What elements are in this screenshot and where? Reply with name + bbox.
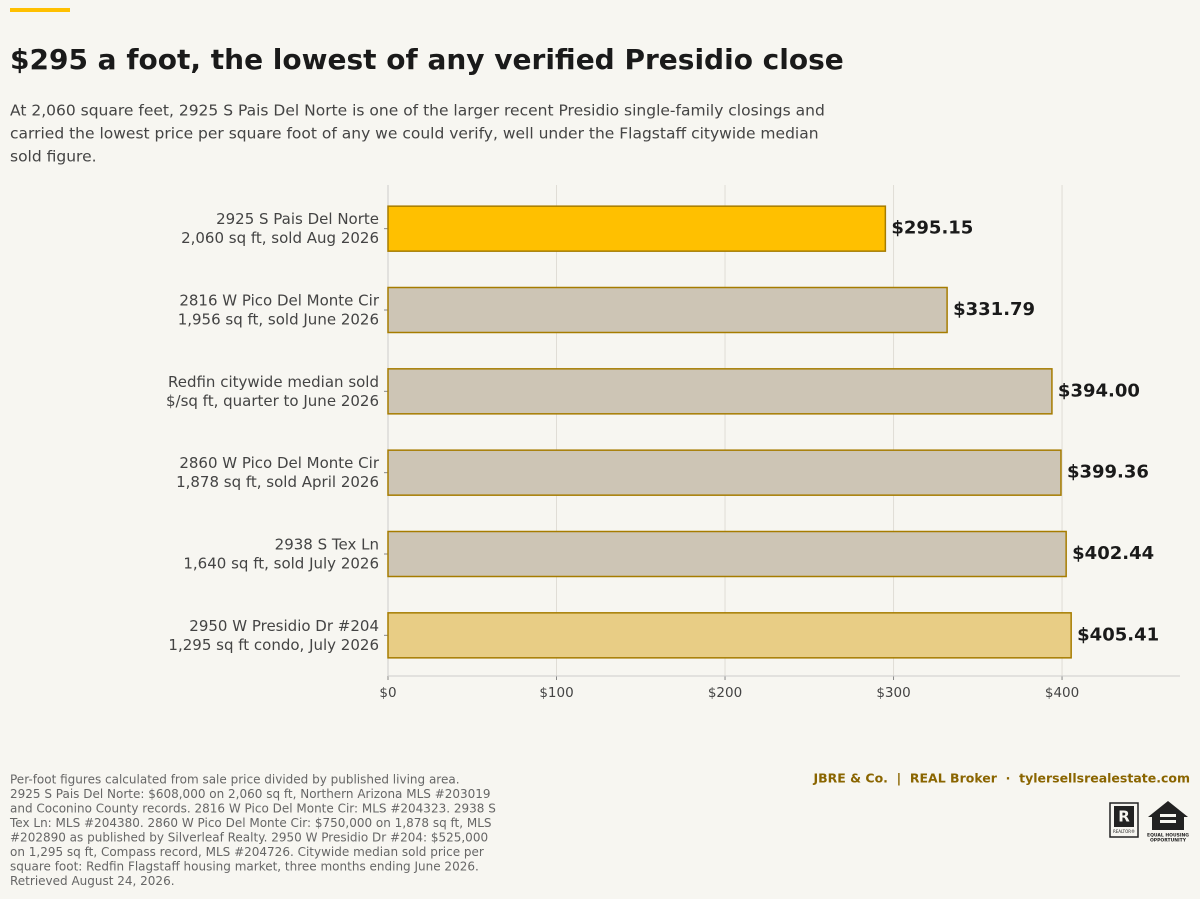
bar — [387, 449, 1062, 496]
value-label: $399.36 — [1067, 462, 1149, 483]
equal-bar — [1160, 814, 1176, 817]
footnote: square foot: Redfin Flagstaff housing ma… — [10, 860, 479, 874]
y-tick-label: 1,956 sq ft, sold June 2026 — [178, 311, 379, 329]
logo-text: REALTOR® — [1113, 829, 1135, 834]
realtor-logo: R REALTOR® — [1109, 802, 1139, 838]
y-tick-label: 2950 W Presidio Dr #204 — [189, 617, 379, 635]
brand: JBRE & Co. | REAL Broker · tylersellsrea… — [812, 771, 1190, 786]
footnote: #202890 as published by Silverleaf Realt… — [10, 831, 488, 845]
logo-frame — [1109, 802, 1139, 838]
x-tick-label: $100 — [539, 685, 573, 701]
bar — [387, 205, 887, 252]
footnote: and Coconino County records. 2816 W Pico… — [10, 802, 496, 816]
x-tick-label: $0 — [379, 685, 396, 701]
x-tick-label: $400 — [1045, 685, 1079, 701]
x-tick-label: $300 — [876, 685, 910, 701]
footnote: 2925 S Pais Del Norte: $608,000 on 2,060… — [10, 787, 491, 801]
value-label: $402.44 — [1072, 543, 1154, 564]
subtitle: At 2,060 square feet, 2925 S Pais Del No… — [10, 102, 825, 120]
footnote: Tex Ln: MLS #204380. 2860 W Pico Del Mon… — [9, 816, 492, 830]
value-label: $405.41 — [1077, 624, 1159, 645]
bar — [387, 530, 1067, 578]
subtitle: sold figure. — [10, 148, 97, 166]
y-tick-label: 2925 S Pais Del Norte — [216, 210, 379, 228]
y-tick-label: 2938 S Tex Ln — [275, 536, 379, 554]
x-tick-label: $200 — [708, 685, 742, 701]
y-tick-label: 1,295 sq ft condo, July 2026 — [168, 636, 379, 654]
footnote: Retrieved August 24, 2026. — [10, 874, 175, 888]
chart-title: $295 a foot, the lowest of any verified … — [10, 43, 844, 76]
equal-housing-logo: EQUAL HOUSING OPPORTUNITY — [1147, 801, 1189, 844]
accent-bar — [10, 8, 70, 12]
y-tick-label: $/sq ft, quarter to June 2026 — [166, 392, 379, 410]
equal-bar — [1160, 820, 1176, 823]
value-label: $394.00 — [1058, 380, 1140, 401]
logo-letter: R — [1118, 808, 1130, 826]
y-tick-label: Redfin citywide median sold — [168, 373, 379, 391]
y-tick-label: 2,060 sq ft, sold Aug 2026 — [181, 229, 379, 247]
bar — [387, 368, 1053, 415]
footnote: Per-foot figures calculated from sale pr… — [10, 773, 460, 787]
bar — [387, 612, 1072, 659]
y-tick-label: 1,640 sq ft, sold July 2026 — [183, 555, 379, 573]
y-tick-label: 2816 W Pico Del Monte Cir — [179, 292, 379, 310]
logo-text: EQUAL HOUSING — [1147, 833, 1189, 839]
footnote: on 1,295 sq ft, Compass record, MLS #204… — [10, 845, 484, 859]
y-tick-label: 1,878 sq ft, sold April 2026 — [176, 473, 379, 491]
value-label: $331.79 — [953, 299, 1035, 320]
bar — [387, 286, 948, 334]
value-label: $295.15 — [891, 218, 973, 239]
y-tick-label: 2860 W Pico Del Monte Cir — [179, 454, 379, 472]
subtitle: carried the lowest price per square foot… — [10, 125, 819, 143]
logo-text: OPPORTUNITY — [1150, 838, 1187, 844]
logo-block — [1114, 806, 1134, 827]
